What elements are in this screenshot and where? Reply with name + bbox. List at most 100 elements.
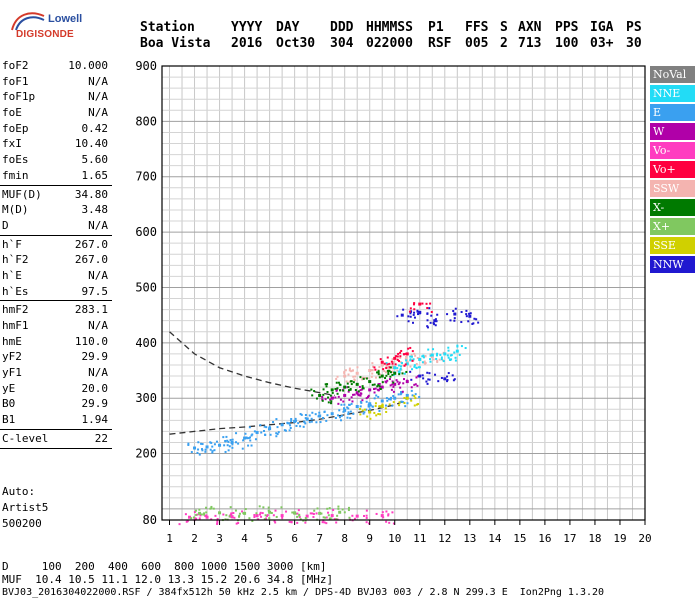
echo-point <box>447 356 450 359</box>
echo-point <box>387 370 390 373</box>
echo-point <box>417 375 420 378</box>
echo-point <box>308 421 311 424</box>
echo-point <box>374 405 377 408</box>
echo-point <box>299 412 302 415</box>
echo-point <box>349 410 352 413</box>
echo-point <box>310 417 313 420</box>
echo-point <box>361 376 364 379</box>
legend-item: SSE <box>650 237 695 254</box>
echo-point <box>241 447 244 450</box>
echo-point <box>446 375 449 378</box>
echo-point <box>388 378 391 381</box>
echo-point <box>237 521 240 524</box>
y-tick-label: 600 <box>135 225 157 239</box>
echo-point <box>430 353 434 357</box>
echo-point <box>302 425 305 428</box>
echo-point <box>204 450 207 453</box>
y-tick-label: 700 <box>135 170 157 184</box>
echo-point <box>348 367 351 370</box>
echo-point <box>311 411 314 414</box>
echo-point <box>412 358 415 361</box>
legend-item: E <box>650 104 695 121</box>
param-value: 10.40 <box>74 137 108 151</box>
echo-point <box>346 406 349 409</box>
echo-point <box>447 349 450 352</box>
echo-point <box>199 514 202 517</box>
echo-point <box>305 514 309 518</box>
echo-point <box>390 371 393 374</box>
echo-point <box>294 417 297 420</box>
echo-point <box>403 372 406 375</box>
echo-point <box>203 513 206 516</box>
echo-point <box>235 432 238 435</box>
echo-point <box>367 394 370 397</box>
echo-point <box>384 404 387 407</box>
echo-point <box>352 375 355 378</box>
echo-point <box>343 393 347 397</box>
echo-point <box>211 445 214 448</box>
echo-point <box>224 450 227 453</box>
echo-point <box>473 317 476 320</box>
echo-point <box>261 512 264 515</box>
param-value: N/A <box>88 268 108 282</box>
echo-point <box>397 370 400 373</box>
plot-frame <box>161 65 646 521</box>
echo-point <box>392 390 395 393</box>
param-key: yF1 <box>2 366 22 380</box>
param-row: hmF2 283.1 <box>0 302 112 318</box>
echo-point <box>409 312 412 315</box>
echo-point <box>374 368 377 371</box>
echo-point <box>258 505 261 508</box>
echo-point <box>361 386 364 389</box>
plot-border <box>161 65 646 521</box>
y-tick-label: 900 <box>135 59 157 73</box>
echo-point <box>409 346 412 349</box>
echo-point <box>302 519 305 522</box>
echo-point <box>432 322 435 325</box>
param-value: 267.0 <box>74 253 108 267</box>
echo-point <box>380 374 384 378</box>
echo-point <box>365 408 368 411</box>
echo-point <box>395 379 398 382</box>
echo-point <box>333 518 336 521</box>
param-row: M(D) 3.48 <box>0 202 112 218</box>
echo-point <box>363 411 366 414</box>
echo-point <box>447 346 450 349</box>
echo-point <box>277 431 280 434</box>
echo-point <box>389 384 392 387</box>
echo-point <box>413 311 416 314</box>
echo-point <box>228 515 231 518</box>
echo-point <box>404 357 407 360</box>
echo-point <box>340 419 343 422</box>
echo-point <box>209 448 212 451</box>
echo-point <box>347 390 350 393</box>
echo-point <box>216 518 219 521</box>
echo-point <box>299 518 302 521</box>
echo-point <box>365 516 368 519</box>
echo-point <box>429 360 432 363</box>
echo-point <box>359 405 362 408</box>
echo-point <box>350 383 353 386</box>
echo-point <box>413 395 416 398</box>
param-key: foE <box>2 106 22 120</box>
echo-point <box>343 385 347 389</box>
echo-point <box>362 377 365 380</box>
params-divider <box>0 447 112 449</box>
x-tick-label: 11 <box>413 532 426 545</box>
echo-point <box>343 511 346 514</box>
echo-point <box>373 383 376 386</box>
echo-point <box>255 431 259 435</box>
echo-point <box>273 520 276 523</box>
param-value: 29.9 <box>81 397 109 411</box>
echo-point <box>262 506 265 509</box>
echo-point <box>312 512 315 515</box>
echo-point <box>227 440 230 443</box>
echo-point <box>370 375 373 378</box>
echo-point <box>412 313 415 316</box>
param-row: C-level 22 <box>0 431 112 447</box>
echo-point <box>378 383 381 386</box>
echo-point <box>298 515 301 518</box>
echo-point <box>385 364 388 367</box>
echo-point <box>449 358 452 361</box>
echo-point <box>214 514 217 517</box>
